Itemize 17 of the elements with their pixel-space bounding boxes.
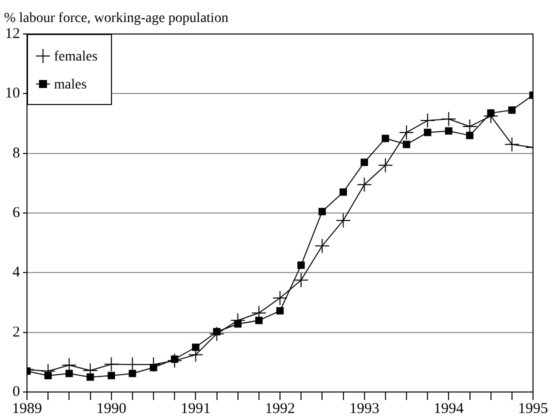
x-tick-label: 1991 [180, 400, 211, 417]
y-axis-title: % labour force, working-age population [4, 11, 228, 26]
x-tick-label: 1992 [265, 400, 295, 417]
x-tick-label: 1989 [12, 400, 42, 417]
x-tick-label: 1993 [349, 400, 380, 417]
y-tick-label: 12 [5, 26, 20, 42]
x-tick-label: 1990 [96, 400, 126, 417]
legend-label: males [54, 78, 87, 93]
y-tick-label: 0 [12, 384, 20, 400]
legend-label: females [54, 50, 98, 65]
x-tick-label: 1995 [518, 400, 548, 417]
y-tick-label: 2 [12, 324, 20, 340]
y-tick-label: 8 [12, 145, 20, 162]
y-tick-label: 6 [12, 204, 20, 221]
x-tick-label: 1994 [434, 400, 464, 417]
y-tick-label: 4 [12, 264, 20, 281]
y-tick-label: 10 [5, 86, 20, 102]
